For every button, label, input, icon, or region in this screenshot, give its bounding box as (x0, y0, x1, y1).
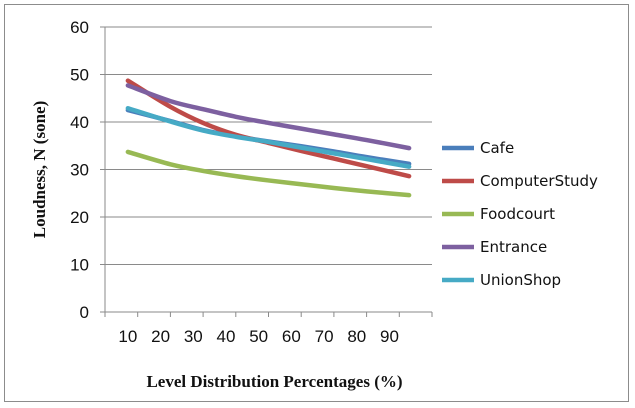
legend-label-computerstudy: ComputerStudy (480, 172, 598, 190)
legend-label-unionshop: UnionShop (480, 271, 561, 289)
tick-labels: 0 10 20 30 40 50 60 10 20 30 40 50 60 70 80 90 (70, 18, 399, 346)
x-tick-label-50: 50 (249, 327, 268, 346)
y-tick-label-10: 10 (70, 256, 89, 275)
y-tick-label-60: 60 (70, 18, 89, 37)
legend-label-foodcourt: Foodcourt (480, 205, 555, 223)
y-tick-label-0: 0 (80, 303, 89, 322)
series-lines (125, 78, 412, 198)
x-tick-label-40: 40 (217, 327, 236, 346)
x-tick-label-80: 80 (347, 327, 366, 346)
x-tick-label-20: 20 (151, 327, 170, 346)
x-tick-label-60: 60 (282, 327, 301, 346)
legend: Cafe ComputerStudy Foodcourt Entrance UnionS… (442, 139, 598, 289)
series-line-foodcourt (125, 149, 412, 198)
x-axis-title: Level Distribution Percentages (%) (146, 372, 402, 391)
chart-frame: 0 10 20 30 40 50 60 10 20 30 40 50 60 70 80 90 Cafe Comp… (4, 4, 629, 402)
legend-label-entrance: Entrance (480, 238, 547, 256)
x-tick-label-90: 90 (380, 327, 399, 346)
x-tick-label-30: 30 (184, 327, 203, 346)
x-tick-label-70: 70 (315, 327, 334, 346)
line-chart: 0 10 20 30 40 50 60 10 20 30 40 50 60 70 80 90 Cafe Comp… (30, 18, 598, 391)
series-line-entrance (125, 83, 412, 151)
y-tick-label-20: 20 (70, 208, 89, 227)
axes (100, 26, 433, 317)
x-tick-label-10: 10 (118, 327, 137, 346)
y-tick-label-50: 50 (70, 66, 89, 85)
y-tick-label-30: 30 (70, 161, 89, 180)
series-line-computerstudy (125, 78, 412, 179)
series-line-unionshop (125, 105, 412, 169)
legend-label-cafe: Cafe (480, 139, 514, 157)
series-line-cafe (125, 107, 412, 167)
y-axis-title: Loudness, N (sone) (30, 101, 49, 238)
y-tick-label-40: 40 (70, 113, 89, 132)
gridlines (105, 26, 432, 265)
